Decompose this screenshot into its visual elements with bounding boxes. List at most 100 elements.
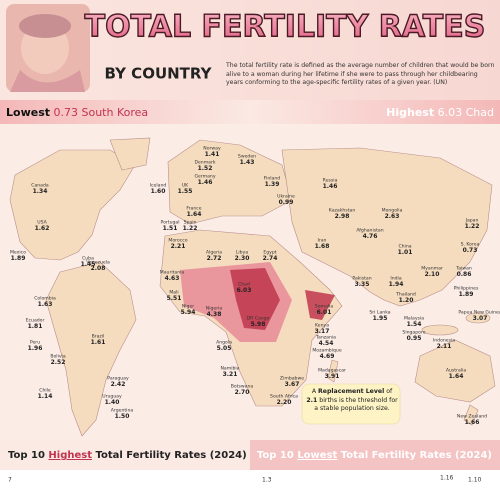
country-name: Angola [216,340,232,346]
country-value: 4.69 [320,353,335,360]
country-value: 2.21 [171,243,186,250]
country-value: 2.63 [385,213,400,220]
country-name: Peru [30,340,40,346]
country-value: 1.52 [198,165,213,172]
country-name: Egypt [263,250,276,256]
country-name: Nigeria [206,306,223,312]
description-box: The total fertility rate is defined as t… [226,62,494,86]
country-name: Indonesia [433,338,455,344]
country-value: 2.11 [437,343,452,350]
country-name: China [398,244,411,250]
country-value: 1.64 [449,373,464,380]
country-name: Australia [446,368,467,374]
country-name: Norway [203,146,221,152]
country-name: Kenya [315,323,329,329]
replacement-note-box: A Replacement Level of 2.1 births is the… [301,383,401,425]
country-value: 1.01 [398,249,413,256]
country-name: Iran [318,238,327,244]
country-value: 1.51 [163,225,178,232]
note-part: of [386,388,393,395]
country-value: 0.86 [457,271,472,278]
country-value: 1.39 [265,181,280,188]
country-name: Mongolia [382,208,403,214]
extremes-band [0,100,500,124]
country-value: 1.50 [115,413,130,420]
country-value: 5.51 [167,295,182,302]
country-name: Brazil [92,334,105,340]
country-value: 3.67 [285,381,300,388]
country-value: 1.68 [315,243,330,250]
country-value: 1.89 [11,255,26,262]
country-value: 0.99 [279,199,294,206]
country-name: Pakistan [352,276,371,282]
country-value: 1.22 [465,223,480,230]
country-value: 2.08 [91,265,106,272]
country-value: 3.17 [315,328,330,335]
country-name: Spain [184,220,197,226]
country-value: 1.22 [183,225,198,232]
country-name: Myanmar [421,266,443,272]
country-name: Malaysia [404,316,424,322]
country-value: 4.63 [165,275,180,282]
country-name: Canada [31,183,49,189]
country-name: Morocco [168,238,187,244]
lowest-country: South Korea [82,106,149,119]
country-value: 1.81 [28,323,43,330]
table-row [250,470,500,486]
country-value: 1.64 [187,211,202,218]
country-value: 1.60 [151,188,166,195]
subtitle: BY COUNTRY [104,65,212,83]
country-value: 6.03 [237,287,252,294]
country-name: Sweden [238,154,256,160]
heading-part: Total Fertility Rates (2024) [341,450,492,461]
peek-value: 1.16 [440,475,454,482]
country-name: Singapore [402,330,425,336]
country-name: Cuba [82,256,94,262]
country-value: 1.61 [91,339,106,346]
lowest-label: Lowest [6,106,50,119]
country-value: 1.46 [323,183,338,190]
highest-label: Highest [386,106,434,119]
country-name: France [186,206,201,212]
bottom-right-heading: Top 10 Lowest Total Fertility Rates (202… [257,450,492,461]
country-name: New Zealand [457,414,487,420]
country-name: Finland [264,176,280,182]
country-value: 1.89 [459,291,474,298]
high-fertility-region [180,262,335,342]
country-name: Ecuador [26,318,45,324]
country-name: Mali [169,290,178,296]
country-value: 2.52 [51,359,66,366]
country-value: 4.38 [207,311,222,318]
country-value: 5.05 [217,345,232,352]
heading-emphasis: Lowest [297,450,337,461]
country-value: 2.30 [235,255,250,262]
heading-part: Total Fertility Rates (2024) [95,450,246,461]
country-name: Namibia [220,366,239,372]
country-value: 2.74 [263,255,278,262]
country-name: Mexico [10,250,26,256]
country-name: Colombia [34,296,56,302]
country-value: 4.76 [363,233,378,240]
country-value: 2.98 [335,213,350,220]
country-value: 1.94 [389,281,404,288]
country-value: 1.63 [38,301,53,308]
country-name: Papua New Guinea [458,310,500,316]
country-name: Venezuela [86,260,110,266]
country-value: 3.07 [473,315,488,322]
country-name: Algeria [206,250,222,256]
country-value: 3.91 [325,373,340,380]
country-name: Bolivia [50,354,66,360]
country-name: Madagascar [318,368,346,374]
country-name: Uruguay [102,394,122,400]
baby-photo [6,4,90,92]
country-name: Taiwan [455,266,472,272]
heading-part: Top 10 [8,450,45,461]
country-name: DR Congo [247,316,270,322]
country-value: 1.34 [33,188,48,195]
country-value: 0.73 [463,247,478,254]
note-emphasis: Replacement Level [318,388,385,395]
country-value: 1.41 [205,151,220,158]
country-name: Sri Lanka [369,310,390,316]
